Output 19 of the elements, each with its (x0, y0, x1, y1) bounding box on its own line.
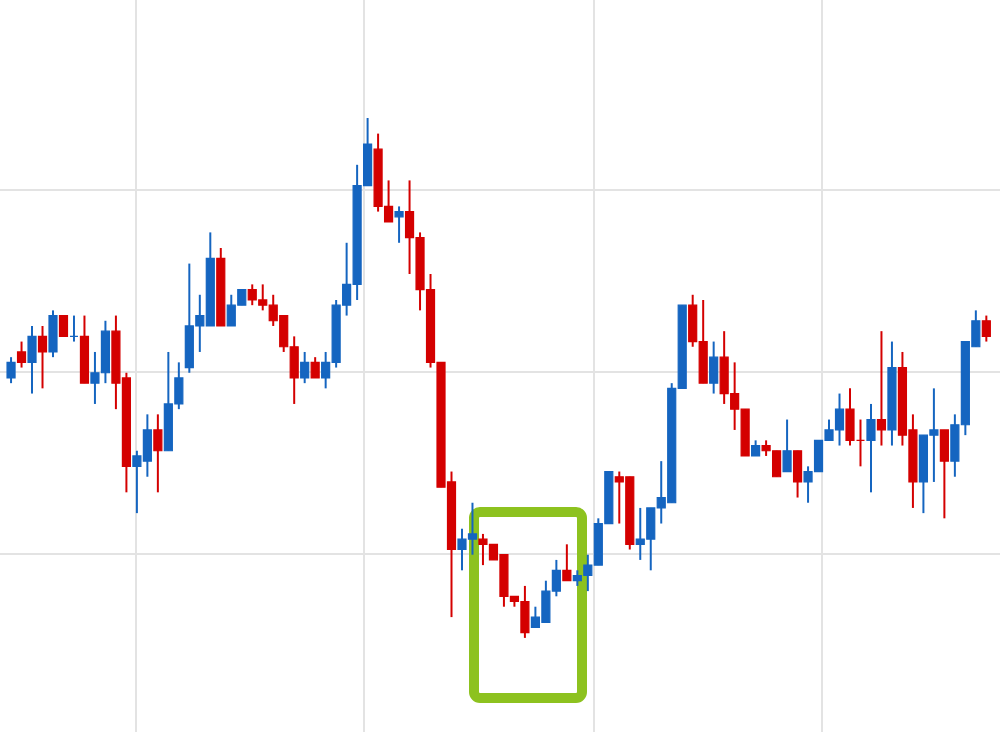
candlestick (792, 449, 803, 499)
candlestick (709, 340, 719, 395)
candlestick (27, 324, 37, 395)
candlestick (981, 314, 991, 343)
candlestick (876, 330, 887, 447)
candlestick (16, 340, 27, 369)
candlestick (394, 205, 404, 244)
candlestick (58, 314, 69, 337)
candlestick (37, 324, 48, 390)
candlestick (79, 314, 90, 385)
candlestick (48, 309, 58, 359)
candlestick (562, 543, 572, 582)
candlestick (6, 356, 16, 385)
candlestick (866, 402, 876, 494)
candlestick (310, 356, 320, 379)
candlestick (153, 413, 163, 494)
candlestick (939, 428, 949, 520)
candlestick (300, 350, 310, 385)
candlestick (782, 418, 792, 473)
